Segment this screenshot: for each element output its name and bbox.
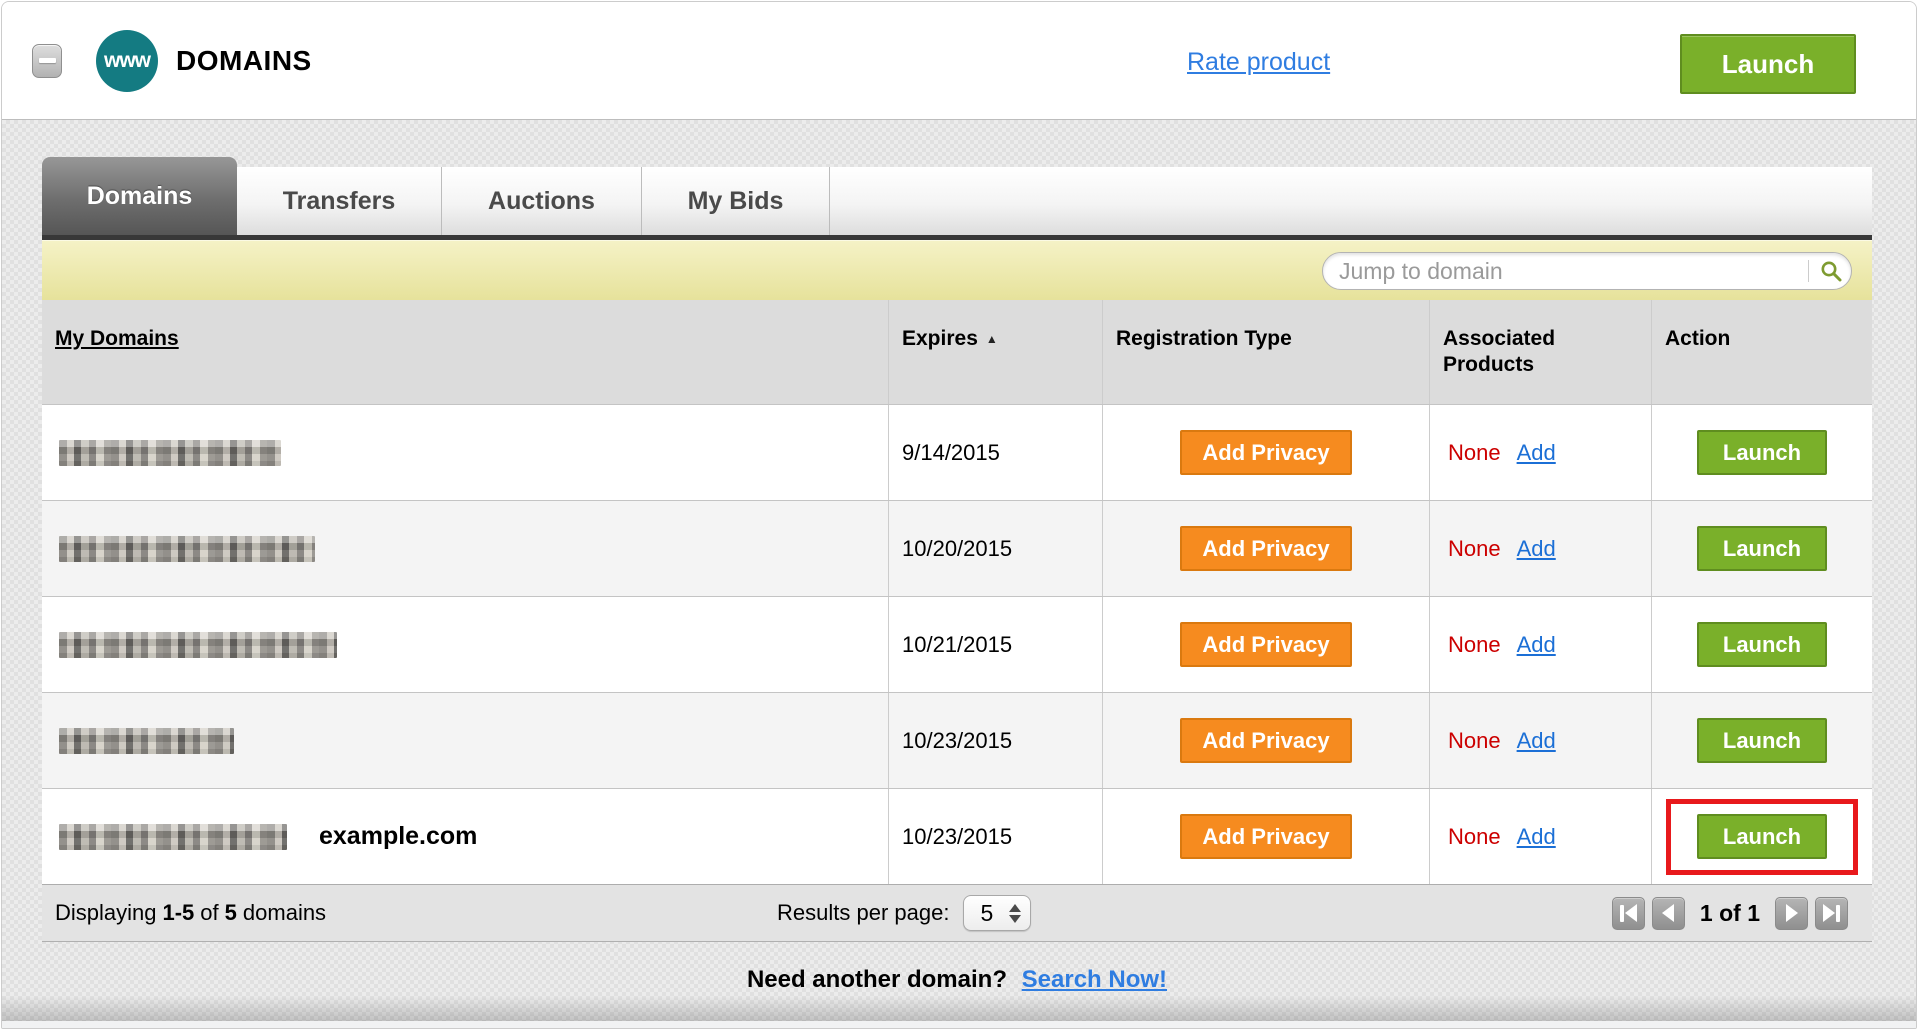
annotation-red-box: Launch xyxy=(1666,798,1858,875)
page-title: DOMAINS xyxy=(176,44,312,76)
expires-cell: 10/23/2015 xyxy=(888,789,1102,884)
add-privacy-button[interactable]: Add Privacy xyxy=(1180,622,1352,667)
next-page-icon xyxy=(1785,904,1798,922)
tab-my-bids[interactable]: My Bids xyxy=(642,167,830,235)
table-row: example.com 10/23/2015 Add Privacy None … xyxy=(42,788,1872,884)
previous-page-icon xyxy=(1662,904,1675,922)
jump-to-domain-input[interactable] xyxy=(1339,257,1808,285)
tab-transfers[interactable]: Transfers xyxy=(237,167,442,235)
www-domain-icon: www xyxy=(96,29,158,92)
column-header-my-domains[interactable]: My Domains xyxy=(55,327,179,350)
launch-button[interactable]: Launch xyxy=(1697,430,1827,475)
redacted-domain-name[interactable] xyxy=(59,823,287,850)
redacted-domain-name[interactable] xyxy=(59,535,315,562)
results-per-page-label: Results per page: xyxy=(777,900,950,925)
associated-add-link[interactable]: Add xyxy=(1516,439,1556,465)
expires-cell: 9/14/2015 xyxy=(888,405,1102,500)
pagination: 1 of 1 xyxy=(1611,896,1848,930)
expires-cell: 10/21/2015 xyxy=(888,597,1102,692)
need-another-domain-text: Need another domain? xyxy=(746,966,1007,993)
associated-add-link[interactable]: Add xyxy=(1516,631,1556,657)
tab-bar-filler xyxy=(830,167,1872,235)
add-privacy-button[interactable]: Add Privacy xyxy=(1180,526,1352,571)
rate-product-link[interactable]: Rate product xyxy=(1187,48,1331,76)
expires-cell: 10/20/2015 xyxy=(888,501,1102,596)
table-body: 9/14/2015 Add Privacy None Add Launch xyxy=(42,404,1872,884)
last-page-icon xyxy=(1823,904,1835,922)
first-page-button[interactable] xyxy=(1611,896,1645,930)
column-header-action: Action xyxy=(1651,300,1872,404)
associated-none-text: None xyxy=(1448,727,1501,753)
jump-to-domain-box xyxy=(1322,252,1852,290)
redacted-domain-name[interactable] xyxy=(59,631,337,658)
previous-page-button[interactable] xyxy=(1651,896,1685,930)
need-another-domain-line: Need another domain? Search Now! xyxy=(42,966,1872,994)
first-page-icon xyxy=(1619,904,1624,922)
select-stepper-icon xyxy=(1009,903,1022,923)
search-strip xyxy=(42,240,1872,300)
launch-button[interactable]: Launch xyxy=(1697,718,1827,763)
redacted-domain-name[interactable] xyxy=(59,727,234,754)
expires-cell: 10/23/2015 xyxy=(888,693,1102,788)
associated-none-text: None xyxy=(1448,823,1501,849)
table-row: 10/23/2015 Add Privacy None Add Launch xyxy=(42,692,1872,788)
tab-domains[interactable]: Domains xyxy=(42,157,237,235)
column-header-expires[interactable]: Expires ▲ xyxy=(888,300,1102,404)
results-per-page-value: 5 xyxy=(980,899,994,926)
domains-module: Domains Transfers Auctions My Bids My D xyxy=(2,119,1916,1028)
add-privacy-button[interactable]: Add Privacy xyxy=(1180,814,1352,859)
page-status: 1 of 1 xyxy=(1699,899,1760,926)
displaying-summary: Displaying 1-5 of 5 domains xyxy=(55,900,327,925)
table-row: 9/14/2015 Add Privacy None Add Launch xyxy=(42,404,1872,500)
column-header-associated-products: Associated Products xyxy=(1429,300,1651,404)
launch-button[interactable]: Launch xyxy=(1697,526,1827,571)
associated-none-text: None xyxy=(1448,535,1501,561)
domain-label: example.com xyxy=(319,822,478,850)
last-page-button[interactable] xyxy=(1815,896,1848,930)
module-bottom-strip xyxy=(2,1021,1916,1028)
search-now-link[interactable]: Search Now! xyxy=(1021,966,1168,993)
table-row: 10/20/2015 Add Privacy None Add Launch xyxy=(42,500,1872,596)
sort-ascending-icon: ▲ xyxy=(985,332,998,346)
table-footer: Displaying 1-5 of 5 domains Results per page… xyxy=(42,884,1872,941)
column-header-registration-type: Registration Type xyxy=(1102,300,1429,404)
table-header-row: My Domains Expires ▲ Registration Type A… xyxy=(42,300,1872,404)
add-privacy-button[interactable]: Add Privacy xyxy=(1180,718,1352,763)
launch-button[interactable]: Launch xyxy=(1697,814,1827,859)
header-launch-button[interactable]: Launch xyxy=(1680,34,1856,94)
associated-add-link[interactable]: Add xyxy=(1516,727,1556,753)
minus-icon xyxy=(38,58,56,63)
launch-button[interactable]: Launch xyxy=(1697,622,1827,667)
collapse-button[interactable] xyxy=(32,43,62,78)
tab-auctions[interactable]: Auctions xyxy=(442,167,642,235)
next-page-button[interactable] xyxy=(1775,896,1808,930)
tab-bar: Domains Transfers Auctions My Bids xyxy=(42,157,1872,235)
search-icon[interactable] xyxy=(1819,259,1843,283)
results-per-page-select[interactable]: 5 xyxy=(963,895,1032,931)
app-header: www DOMAINS Rate product Launch xyxy=(2,2,1916,119)
results-per-page: Results per page: 5 xyxy=(777,895,1032,931)
add-privacy-button[interactable]: Add Privacy xyxy=(1180,430,1352,475)
www-icon-label: www xyxy=(103,48,151,72)
associated-none-text: None xyxy=(1448,439,1501,465)
associated-none-text: None xyxy=(1448,631,1501,657)
redacted-domain-name[interactable] xyxy=(59,439,281,466)
table-row: 10/21/2015 Add Privacy None Add Launch xyxy=(42,596,1872,692)
search-divider xyxy=(1808,260,1809,282)
module-bottom-shade xyxy=(2,995,1916,1021)
domains-table: My Domains Expires ▲ Registration Type A… xyxy=(42,300,1872,942)
tab-underbar xyxy=(42,235,1872,240)
associated-add-link[interactable]: Add xyxy=(1516,823,1556,849)
associated-add-link[interactable]: Add xyxy=(1516,535,1556,561)
